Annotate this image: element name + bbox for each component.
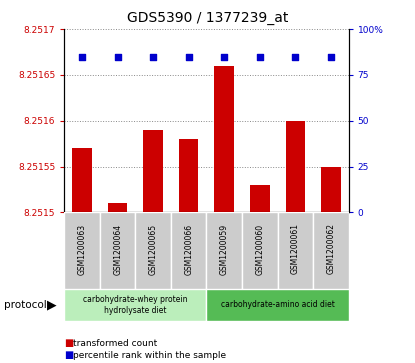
Text: GDS5390 / 1377239_at: GDS5390 / 1377239_at: [127, 11, 288, 25]
Bar: [207, 212, 242, 289]
Bar: [144, 130, 163, 212]
Text: GSM1200059: GSM1200059: [220, 223, 229, 274]
Text: ■: ■: [64, 350, 73, 360]
Bar: [64, 212, 100, 289]
Point: [79, 54, 85, 60]
Text: transformed count: transformed count: [73, 339, 157, 347]
Bar: [135, 212, 171, 289]
Bar: [100, 212, 135, 289]
Text: protocol: protocol: [4, 300, 47, 310]
Text: carbohydrate-whey protein
hydrolysate diet: carbohydrate-whey protein hydrolysate di…: [83, 295, 188, 315]
Bar: [215, 66, 234, 212]
Point: [186, 54, 192, 60]
Text: GSM1200065: GSM1200065: [149, 223, 158, 274]
Bar: [108, 203, 127, 212]
Text: GSM1200063: GSM1200063: [78, 223, 87, 274]
Text: ▶: ▶: [47, 298, 57, 311]
Text: GSM1200064: GSM1200064: [113, 223, 122, 274]
Bar: [242, 212, 278, 289]
Text: GSM1200060: GSM1200060: [255, 223, 264, 274]
Point: [114, 54, 121, 60]
Bar: [278, 212, 313, 289]
Point: [150, 54, 156, 60]
Point: [292, 54, 299, 60]
Bar: [72, 148, 92, 212]
Text: percentile rank within the sample: percentile rank within the sample: [73, 351, 226, 359]
Bar: [286, 121, 305, 212]
Bar: [179, 139, 198, 212]
Bar: [207, 289, 349, 321]
Text: GSM1200066: GSM1200066: [184, 223, 193, 274]
Text: GSM1200062: GSM1200062: [326, 224, 335, 274]
Bar: [250, 185, 269, 212]
Bar: [313, 212, 349, 289]
Text: ■: ■: [64, 338, 73, 348]
Bar: [171, 212, 207, 289]
Bar: [64, 289, 207, 321]
Point: [327, 54, 334, 60]
Point: [221, 54, 227, 60]
Text: GSM1200061: GSM1200061: [291, 224, 300, 274]
Point: [256, 54, 263, 60]
Bar: [321, 167, 341, 212]
Text: carbohydrate-amino acid diet: carbohydrate-amino acid diet: [221, 301, 334, 309]
